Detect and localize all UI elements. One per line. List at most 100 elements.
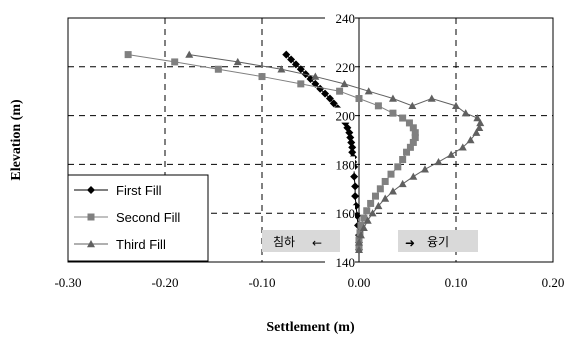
data-point (409, 138, 417, 146)
data-point (353, 211, 362, 220)
y-tick-label: 180 (336, 157, 356, 172)
data-point (394, 163, 402, 171)
data-point (363, 207, 371, 215)
data-point (473, 114, 482, 122)
x-tick-label: -0.30 (54, 275, 81, 290)
data-point (351, 192, 360, 201)
annotation-label-subsidence: 침하 (273, 235, 295, 249)
x-axis-ticks: -0.30 -0.20 -0.10 0.00 0.10 0.20 (54, 275, 564, 290)
x-tick-label: 0.10 (445, 275, 468, 290)
data-point (409, 124, 417, 132)
series-first-fill (282, 50, 363, 254)
x-tick-label: -0.20 (151, 275, 178, 290)
data-point (359, 223, 368, 232)
data-point (376, 185, 384, 193)
data-point (387, 170, 395, 178)
data-point (340, 79, 349, 88)
y-axis-ticks: 140 160 180 200 220 240 (325, 10, 355, 270)
left-arrow-icon: ← (312, 236, 322, 250)
data-point (411, 134, 419, 142)
data-point (381, 194, 390, 202)
data-point (406, 143, 414, 151)
y-tick-label: 140 (336, 255, 356, 270)
data-point (427, 94, 436, 102)
data-point (296, 65, 305, 74)
plot-area-frame (67, 17, 554, 263)
annotation-box-subsidence (262, 230, 340, 252)
series-layer (124, 50, 485, 254)
legend-swatch-marker (87, 240, 95, 248)
data-point (363, 216, 372, 224)
x-tick-label: 0.20 (542, 275, 565, 290)
data-point (287, 55, 296, 64)
data-point (420, 165, 429, 173)
data-point (356, 231, 365, 239)
data-point (258, 73, 266, 81)
data-point (434, 157, 443, 166)
data-point (214, 65, 222, 73)
y-tick-label-background (325, 205, 355, 221)
legend-entry-label: First Fill (116, 183, 162, 198)
data-point (351, 182, 360, 191)
legend-swatch-marker (87, 213, 95, 221)
y-tick-label-background (325, 156, 355, 172)
y-tick-label: 160 (336, 206, 356, 221)
data-point (458, 143, 467, 151)
data-point (336, 87, 344, 95)
data-point (355, 95, 363, 103)
data-point (405, 119, 413, 127)
data-point (277, 65, 286, 73)
data-point (472, 128, 481, 136)
data-point (360, 214, 368, 222)
data-point (399, 156, 407, 164)
x-axis-title: Settlement (m) (266, 320, 355, 335)
data-point (447, 150, 456, 158)
y-tick-label: 240 (336, 11, 356, 26)
data-point (348, 143, 357, 152)
data-point (357, 221, 365, 229)
data-point (411, 129, 419, 137)
data-point (399, 114, 407, 122)
y-tick-label: 200 (336, 109, 356, 124)
data-point (374, 102, 382, 110)
data-point (297, 80, 305, 88)
data-point (367, 199, 375, 207)
right-arrow-icon: ➜ (405, 236, 415, 250)
data-point (306, 75, 315, 83)
y-tick-label-background (325, 254, 355, 269)
data-point (374, 201, 383, 210)
data-point (325, 94, 334, 103)
data-point (476, 118, 485, 127)
data-point (398, 179, 407, 188)
data-point (311, 72, 320, 80)
annotation-box-uplift (398, 230, 478, 252)
series-second-fill (124, 51, 419, 251)
y-axis-title: Elevation (m) (9, 99, 24, 181)
legend-entry-label: Third Fill (116, 237, 166, 252)
data-point (381, 177, 389, 185)
data-point (409, 172, 418, 180)
data-point (282, 50, 291, 59)
data-point (356, 229, 364, 237)
x-tick-label: -0.10 (248, 275, 275, 290)
data-point (124, 51, 132, 59)
y-tick-label-background (325, 58, 355, 74)
data-point (321, 89, 330, 98)
series-third-fill (185, 50, 485, 253)
data-point (371, 192, 379, 200)
legend-entry-label: Second Fill (116, 210, 180, 225)
data-point (291, 60, 300, 69)
data-point (350, 172, 359, 181)
data-point (171, 58, 179, 66)
data-point (355, 245, 363, 253)
data-point (388, 187, 397, 195)
data-point (364, 87, 373, 95)
legend-swatch-marker (87, 186, 95, 194)
data-point (475, 123, 484, 131)
data-point (408, 101, 417, 110)
x-tick-label: 0.00 (348, 275, 371, 290)
annotation-label-uplift: 융기 (427, 235, 449, 249)
legend: First Fill Second Fill Third Fill (67, 174, 209, 262)
data-point (466, 136, 475, 144)
